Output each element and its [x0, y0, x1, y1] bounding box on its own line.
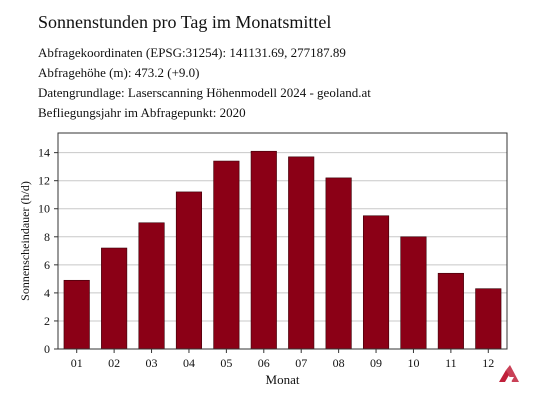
bar-12 [475, 288, 502, 350]
bar-05 [213, 160, 240, 350]
info-line-coordinates: Abfragekoordinaten (EPSG:31254): 141131.… [38, 45, 346, 60]
x-tick-label: 11 [445, 356, 457, 370]
x-tick-label: 05 [220, 356, 232, 370]
plot-frame [57, 132, 508, 350]
bar-07 [288, 156, 315, 350]
x-tick-label: 08 [333, 356, 345, 370]
y-axis-label: Sonnenscheindauer (h/d) [18, 181, 32, 301]
x-tick-label: 02 [108, 356, 120, 370]
x-tick-label: 12 [482, 356, 494, 370]
y-tick-label: 2 [44, 314, 50, 328]
info-line-flight-year: Befliegungsjahr im Abfragepunkt: 2020 [38, 105, 246, 120]
bar-02 [101, 247, 128, 350]
bar-04 [175, 191, 203, 350]
y-tick-label: 14 [38, 146, 50, 160]
y-tick-label: 8 [44, 230, 50, 244]
y-tick-label: 0 [44, 342, 50, 356]
x-axis-label: Monat [266, 372, 300, 387]
chart-title: Sonnenstunden pro Tag im Monatsmittel [38, 12, 332, 32]
x-tick-label: 09 [370, 356, 382, 370]
bar-01 [63, 279, 90, 350]
info-line-data-source: Datengrundlage: Laserscanning Höhenmodel… [38, 85, 371, 100]
y-tick-label: 4 [44, 286, 50, 300]
x-tick-label: 07 [295, 356, 307, 370]
bar-08 [325, 177, 352, 350]
plot-area [58, 133, 507, 349]
x-tick-label: 06 [258, 356, 270, 370]
y-tick-label: 6 [44, 258, 50, 272]
geoland-logo-icon [497, 364, 521, 389]
bar-06 [250, 150, 277, 350]
x-tick-label: 01 [71, 356, 83, 370]
y-tick-label: 12 [38, 174, 50, 188]
info-line-elevation: Abfragehöhe (m): 473.2 (+9.0) [38, 65, 200, 80]
x-tick-label: 10 [407, 356, 419, 370]
bar-10 [400, 236, 427, 350]
bar-11 [437, 272, 464, 350]
bar-09 [362, 215, 390, 350]
x-tick-label: 04 [183, 356, 195, 370]
x-tick-label: 03 [146, 356, 158, 370]
y-tick-label: 10 [38, 202, 50, 216]
bar-03 [138, 222, 165, 350]
